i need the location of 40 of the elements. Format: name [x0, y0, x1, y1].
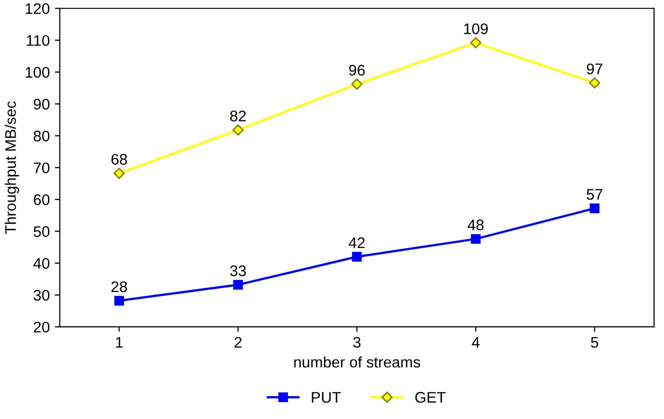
y-tick-label: 120: [26, 3, 50, 14]
point: [232, 124, 244, 136]
data-label: 28: [111, 281, 128, 292]
x-tick-label: 5: [590, 337, 598, 348]
point: [470, 37, 482, 48]
data-label: 57: [586, 189, 602, 200]
y-tick-label: 100: [26, 66, 50, 78]
point: [352, 252, 362, 262]
data-label: 48: [468, 220, 484, 230]
x-tick-label: 2: [234, 336, 242, 348]
data-label: 33: [230, 265, 246, 276]
point: [589, 77, 600, 88]
point: [590, 204, 600, 214]
legend-label: PUT: [312, 392, 341, 403]
data-label: 68: [111, 154, 128, 165]
data-label: 97: [586, 64, 602, 74]
y-tick-label: 20: [34, 322, 50, 333]
point: [233, 280, 243, 290]
legend-label: GET: [415, 392, 446, 403]
y-tick-label: 90: [34, 98, 50, 110]
point: [114, 296, 124, 306]
data-label: 109: [464, 23, 488, 34]
y-tick-label: 80: [34, 130, 50, 142]
x-axis-title: number of streams: [294, 356, 420, 368]
data-label: 82: [230, 110, 246, 122]
y-tick-label: 110: [26, 35, 50, 46]
y-axis-title: Throughput MB/sec: [4, 101, 19, 234]
y-tick-label: 50: [34, 226, 50, 237]
data-label: 96: [349, 64, 365, 76]
x-tick-label: 1: [116, 337, 123, 348]
x-tick-label: 4: [472, 337, 480, 348]
y-tick-label: 40: [33, 258, 50, 269]
point: [114, 168, 125, 179]
y-tick-label: 70: [34, 162, 50, 174]
x-tick-label: 3: [353, 336, 360, 348]
data-label: 42: [348, 237, 365, 248]
y-tick-label: 60: [34, 194, 50, 206]
point: [470, 234, 481, 244]
y-tick-label: 30: [34, 290, 50, 301]
point: [351, 78, 363, 90]
